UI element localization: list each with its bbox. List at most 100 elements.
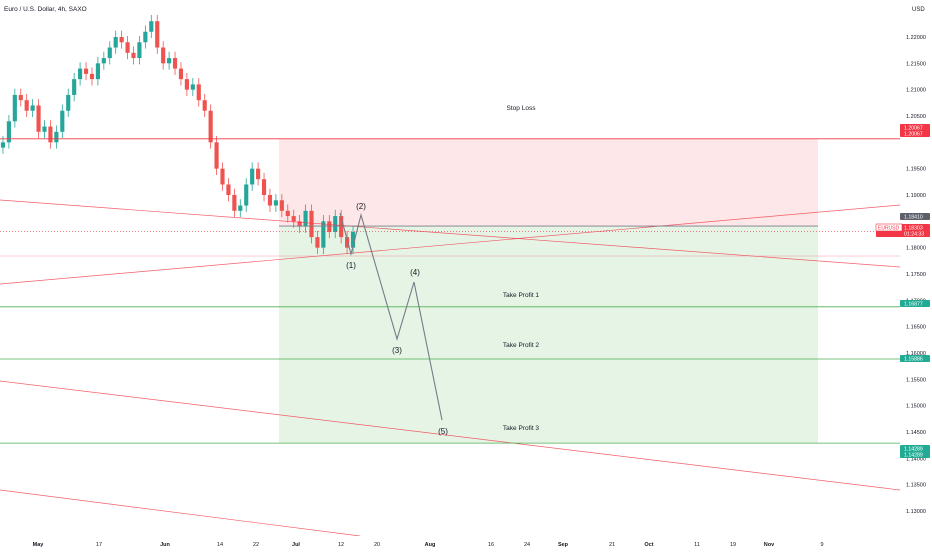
candle-body [60, 110, 65, 132]
time-tick-label: Nov [764, 542, 775, 548]
time-tick-label: Oct [644, 542, 653, 548]
candle-body [161, 47, 166, 64]
candle-body [101, 58, 106, 64]
candle-body [131, 52, 136, 59]
time-tick-label: May [33, 542, 45, 548]
candle-body [6, 121, 11, 143]
price-tick-label: 1.13500 [906, 483, 926, 489]
wave-label-3: (3) [392, 346, 402, 355]
candle-body [190, 84, 195, 90]
price-axis-bg[interactable] [900, 0, 932, 550]
price-tick-label: 1.14000 [906, 456, 926, 462]
time-tick-label: Jul [292, 542, 300, 548]
candle-body [291, 216, 296, 222]
stop-loss-price-badge-text: 1.20067 [904, 126, 923, 132]
price-tick-label: 1.15500 [906, 377, 926, 383]
stop-loss-price-badge-text-2: 1.20067 [904, 132, 923, 138]
time-tick-label: 14 [217, 542, 223, 548]
stop-loss-label: Stop Loss [507, 105, 537, 112]
candle-body [202, 100, 207, 111]
candle-body [196, 84, 201, 101]
candle-body [345, 237, 350, 248]
currency-label: USD [912, 7, 925, 13]
candle-body [18, 94, 23, 101]
time-tick-label: 22 [253, 542, 259, 548]
candle-body [315, 237, 320, 248]
take-profit-1-badge-text: 1.16877 [904, 302, 923, 308]
stop-loss-price-badge[interactable] [900, 124, 930, 137]
elliott-wave-path[interactable] [339, 212, 443, 421]
take-profit-3-badge[interactable] [900, 445, 930, 458]
candle-body [238, 205, 243, 211]
time-tick-label: 20 [374, 542, 380, 548]
price-tick-label: 1.22000 [906, 35, 926, 41]
candle-body [113, 37, 118, 48]
price-tick-label: 1.16000 [906, 351, 926, 357]
candle-body [30, 105, 35, 111]
symbol-tag [875, 223, 903, 232]
candle-body [155, 21, 160, 48]
candle-body [285, 210, 290, 217]
candle-body [36, 105, 41, 132]
time-axis-bg[interactable] [0, 536, 932, 550]
time-tick-label: Sep [558, 542, 569, 548]
symbol-title: Euro / U.S. Dollar, 4h, SAXO [4, 6, 87, 13]
candle-body [119, 37, 124, 43]
time-tick-label: Aug [425, 542, 436, 548]
price-tick-label: 1.18000 [906, 246, 926, 252]
price-tick-label: 1.16500 [906, 325, 926, 331]
trendline-3[interactable] [0, 380, 901, 491]
time-tick-label: 11 [694, 542, 700, 548]
take-profit-2-badge[interactable] [900, 355, 930, 362]
wave-label-4: (4) [410, 268, 420, 277]
price-tick-label: 1.19000 [906, 193, 926, 199]
candle-body [95, 63, 100, 80]
candle-body [12, 94, 17, 122]
candle-body [279, 200, 284, 211]
wave-label-1: (1) [346, 261, 356, 270]
price-tick-label: 1.21500 [906, 61, 926, 67]
entry-price-badge-text: 1.18410 [904, 215, 923, 221]
trendline-2[interactable] [0, 204, 901, 285]
time-tick-label: 21 [609, 542, 615, 548]
candle-body [167, 58, 172, 64]
candle-body [24, 100, 29, 111]
candlestick-series [0, 14, 356, 254]
time-tick-label: 17 [96, 542, 102, 548]
take-profit-2-label: Take Profit 2 [503, 342, 540, 349]
wave-label-5: (5) [438, 427, 448, 436]
candle-body [220, 168, 225, 185]
trendline-4[interactable] [0, 489, 361, 537]
entry-price-badge[interactable] [900, 213, 930, 220]
candle-body [226, 184, 231, 195]
candle-body [178, 68, 184, 80]
candle-body [350, 231, 356, 248]
price-tick-label: 1.14500 [906, 430, 926, 436]
take-profit-3-badge-text-2: 1.14289 [904, 453, 923, 459]
candle-body [78, 68, 83, 80]
take-profit-zone[interactable] [279, 226, 818, 444]
current-price-badge-text: 1.18303 [904, 226, 923, 232]
time-tick-label: 19 [730, 542, 736, 548]
candle-body [172, 58, 178, 69]
take-profit-1-badge[interactable] [900, 300, 930, 307]
candle-body [143, 31, 148, 43]
candle-body [137, 42, 142, 59]
candle-body [208, 110, 213, 143]
current-price-badge-text-2: 01:24:33 [904, 232, 924, 238]
take-profit-1-label: Take Profit 1 [503, 292, 540, 299]
candle-body [83, 68, 89, 74]
stop-loss-zone[interactable] [279, 138, 818, 227]
candle-body [327, 221, 332, 232]
candle-body [66, 94, 71, 111]
candle-body [125, 42, 130, 53]
candle-body [0, 142, 6, 148]
take-profit-2-badge-text: 1.15886 [904, 357, 923, 363]
candle-body [267, 195, 273, 206]
candle-body [244, 184, 249, 206]
candle-body [273, 200, 278, 206]
time-tick-label: 16 [488, 542, 494, 548]
candle-body [48, 126, 53, 143]
